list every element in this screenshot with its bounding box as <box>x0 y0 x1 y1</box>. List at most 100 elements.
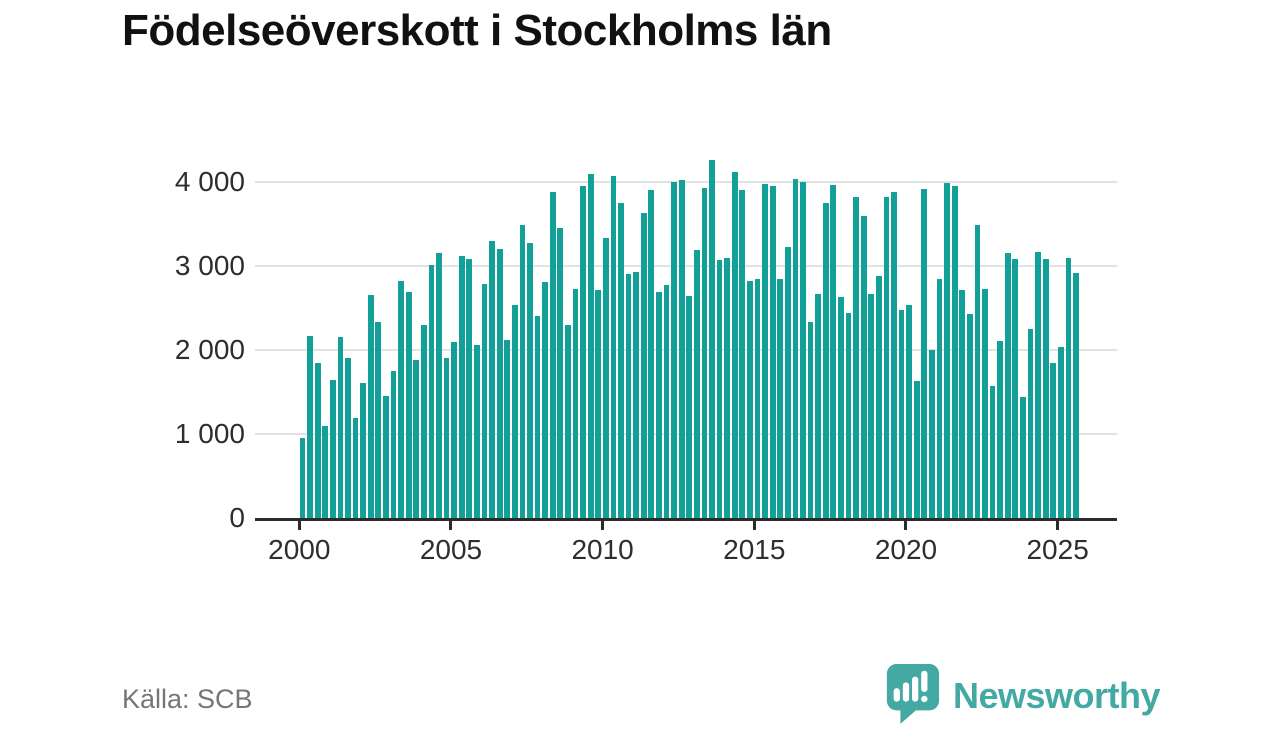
x-axis-tick-label: 2020 <box>874 534 938 565</box>
bar-2006-Q1 <box>481 284 488 518</box>
bar-2016-Q1 <box>784 246 791 518</box>
y-axis-tick-label: 3 000 <box>174 250 245 281</box>
x-axis-tick-mark <box>904 521 908 530</box>
bar-2019-Q3 <box>891 192 897 518</box>
bar-2016-Q4 <box>807 322 814 518</box>
bar-2005-Q4 <box>474 344 480 518</box>
bar-chart-plot-area: 0 1 000 2 000 3 000 4 000 2000 2005 2010 2015 20… <box>175 160 1117 565</box>
bar-2012-Q4 <box>686 296 693 518</box>
bar-2013-Q3 <box>709 160 715 518</box>
bar-2002-Q2 <box>367 295 374 518</box>
x-axis-line <box>255 518 1117 521</box>
bar-2018-Q4 <box>868 293 875 518</box>
x-axis-tick-mark <box>1056 521 1060 530</box>
bar-2007-Q4 <box>534 315 541 518</box>
bar-2016-Q3 <box>800 182 806 518</box>
bar-2001-Q1 <box>329 380 336 518</box>
bar-2017-Q4 <box>838 297 844 518</box>
x-axis-tick-label: 2015 <box>723 534 786 565</box>
bar-2019-Q2 <box>883 197 890 518</box>
bar-2011-Q2 <box>640 213 647 518</box>
bar-2011-Q3 <box>648 190 655 518</box>
gridline-2000 <box>255 349 1117 351</box>
bar-2009-Q3 <box>587 174 594 518</box>
bar-2005-Q1 <box>451 341 458 518</box>
bar-2011-Q4 <box>656 292 662 518</box>
bar-2025-Q1 <box>1057 347 1064 518</box>
x-axis-tick-mark <box>752 521 756 530</box>
bar-2004-Q2 <box>428 265 435 518</box>
bar-2024-Q4 <box>1050 363 1057 518</box>
bar-2021-Q2 <box>944 182 950 518</box>
bar-2021-Q1 <box>936 279 943 518</box>
bar-2022-Q3 <box>982 288 988 518</box>
bar-2017-Q2 <box>822 203 829 518</box>
x-axis-tick-mark <box>449 521 453 530</box>
bar-2004-Q1 <box>420 324 427 518</box>
bar-2023-Q2 <box>1004 252 1011 518</box>
bar-2005-Q3 <box>466 259 473 518</box>
bar-2006-Q2 <box>489 240 495 518</box>
bar-2021-Q3 <box>951 186 958 518</box>
bar-2014-Q3 <box>739 190 746 518</box>
bar-2025-Q2 <box>1065 257 1072 518</box>
bar-2009-Q1 <box>572 288 579 518</box>
bar-2014-Q4 <box>747 281 753 518</box>
bar-2023-Q4 <box>1020 397 1026 518</box>
bar-2014-Q2 <box>731 171 738 518</box>
brand-logo: Newsworthy <box>883 662 1161 729</box>
bar-2010-Q4 <box>625 273 632 518</box>
bar-2003-Q4 <box>413 360 420 518</box>
gridline-4000 <box>255 181 1117 183</box>
bar-2017-Q1 <box>815 293 822 518</box>
brand-name: Newsworthy <box>952 674 1161 716</box>
y-axis-tick-label: 2 000 <box>174 334 245 365</box>
bar-2008-Q1 <box>542 281 549 518</box>
bar-2008-Q2 <box>549 192 556 518</box>
x-axis-tick-label: 2010 <box>571 534 634 565</box>
bar-2002-Q4 <box>383 396 389 518</box>
bar-2001-Q4 <box>352 418 359 518</box>
bar-2000-Q2 <box>307 335 313 518</box>
y-axis-tick-label: 1 000 <box>174 418 245 449</box>
bar-2022-Q4 <box>989 386 996 518</box>
bar-2006-Q3 <box>496 249 503 518</box>
y-axis-tick-label: 4 000 <box>174 166 245 197</box>
bar-2003-Q3 <box>405 292 412 518</box>
bar-2009-Q2 <box>580 186 586 518</box>
bar-2001-Q2 <box>337 337 344 518</box>
bar-2007-Q3 <box>527 243 533 518</box>
bar-2013-Q4 <box>716 260 723 518</box>
x-axis-tick-label: 2005 <box>419 534 483 565</box>
bar-2012-Q1 <box>663 285 670 518</box>
bar-2003-Q1 <box>390 371 397 518</box>
bar-2018-Q1 <box>845 313 852 518</box>
bar-2023-Q3 <box>1012 259 1019 518</box>
page-title: Födelseöverskott i Stockholms län <box>122 6 832 55</box>
bar-2003-Q2 <box>398 281 404 518</box>
bar-2012-Q2 <box>671 182 677 518</box>
bar-2022-Q2 <box>974 224 981 518</box>
source-note: Källa: SCB <box>122 684 253 714</box>
bar-2024-Q1 <box>1027 329 1034 518</box>
x-axis-tick-label: 2000 <box>268 534 331 565</box>
bar-2017-Q3 <box>830 184 837 518</box>
bar-2001-Q3 <box>345 358 351 518</box>
newsworthy-chart-bubble-icon <box>883 662 941 729</box>
bar-2020-Q2 <box>913 381 920 518</box>
bar-2006-Q4 <box>504 339 511 518</box>
bar-2004-Q3 <box>436 253 442 518</box>
bar-2015-Q4 <box>777 279 784 518</box>
bar-2000-Q1 <box>299 438 306 518</box>
bar-2019-Q4 <box>898 309 905 518</box>
bar-2020-Q3 <box>921 188 928 518</box>
bar-2013-Q2 <box>701 187 708 518</box>
bar-2020-Q4 <box>929 350 935 518</box>
bar-2012-Q3 <box>678 180 685 518</box>
x-axis-tick-mark <box>297 521 301 530</box>
bar-2004-Q4 <box>443 357 450 518</box>
bar-2020-Q1 <box>906 305 913 518</box>
bar-2015-Q1 <box>754 279 761 518</box>
y-axis-tick-label: 0 <box>229 502 245 533</box>
bar-2000-Q4 <box>322 426 329 518</box>
